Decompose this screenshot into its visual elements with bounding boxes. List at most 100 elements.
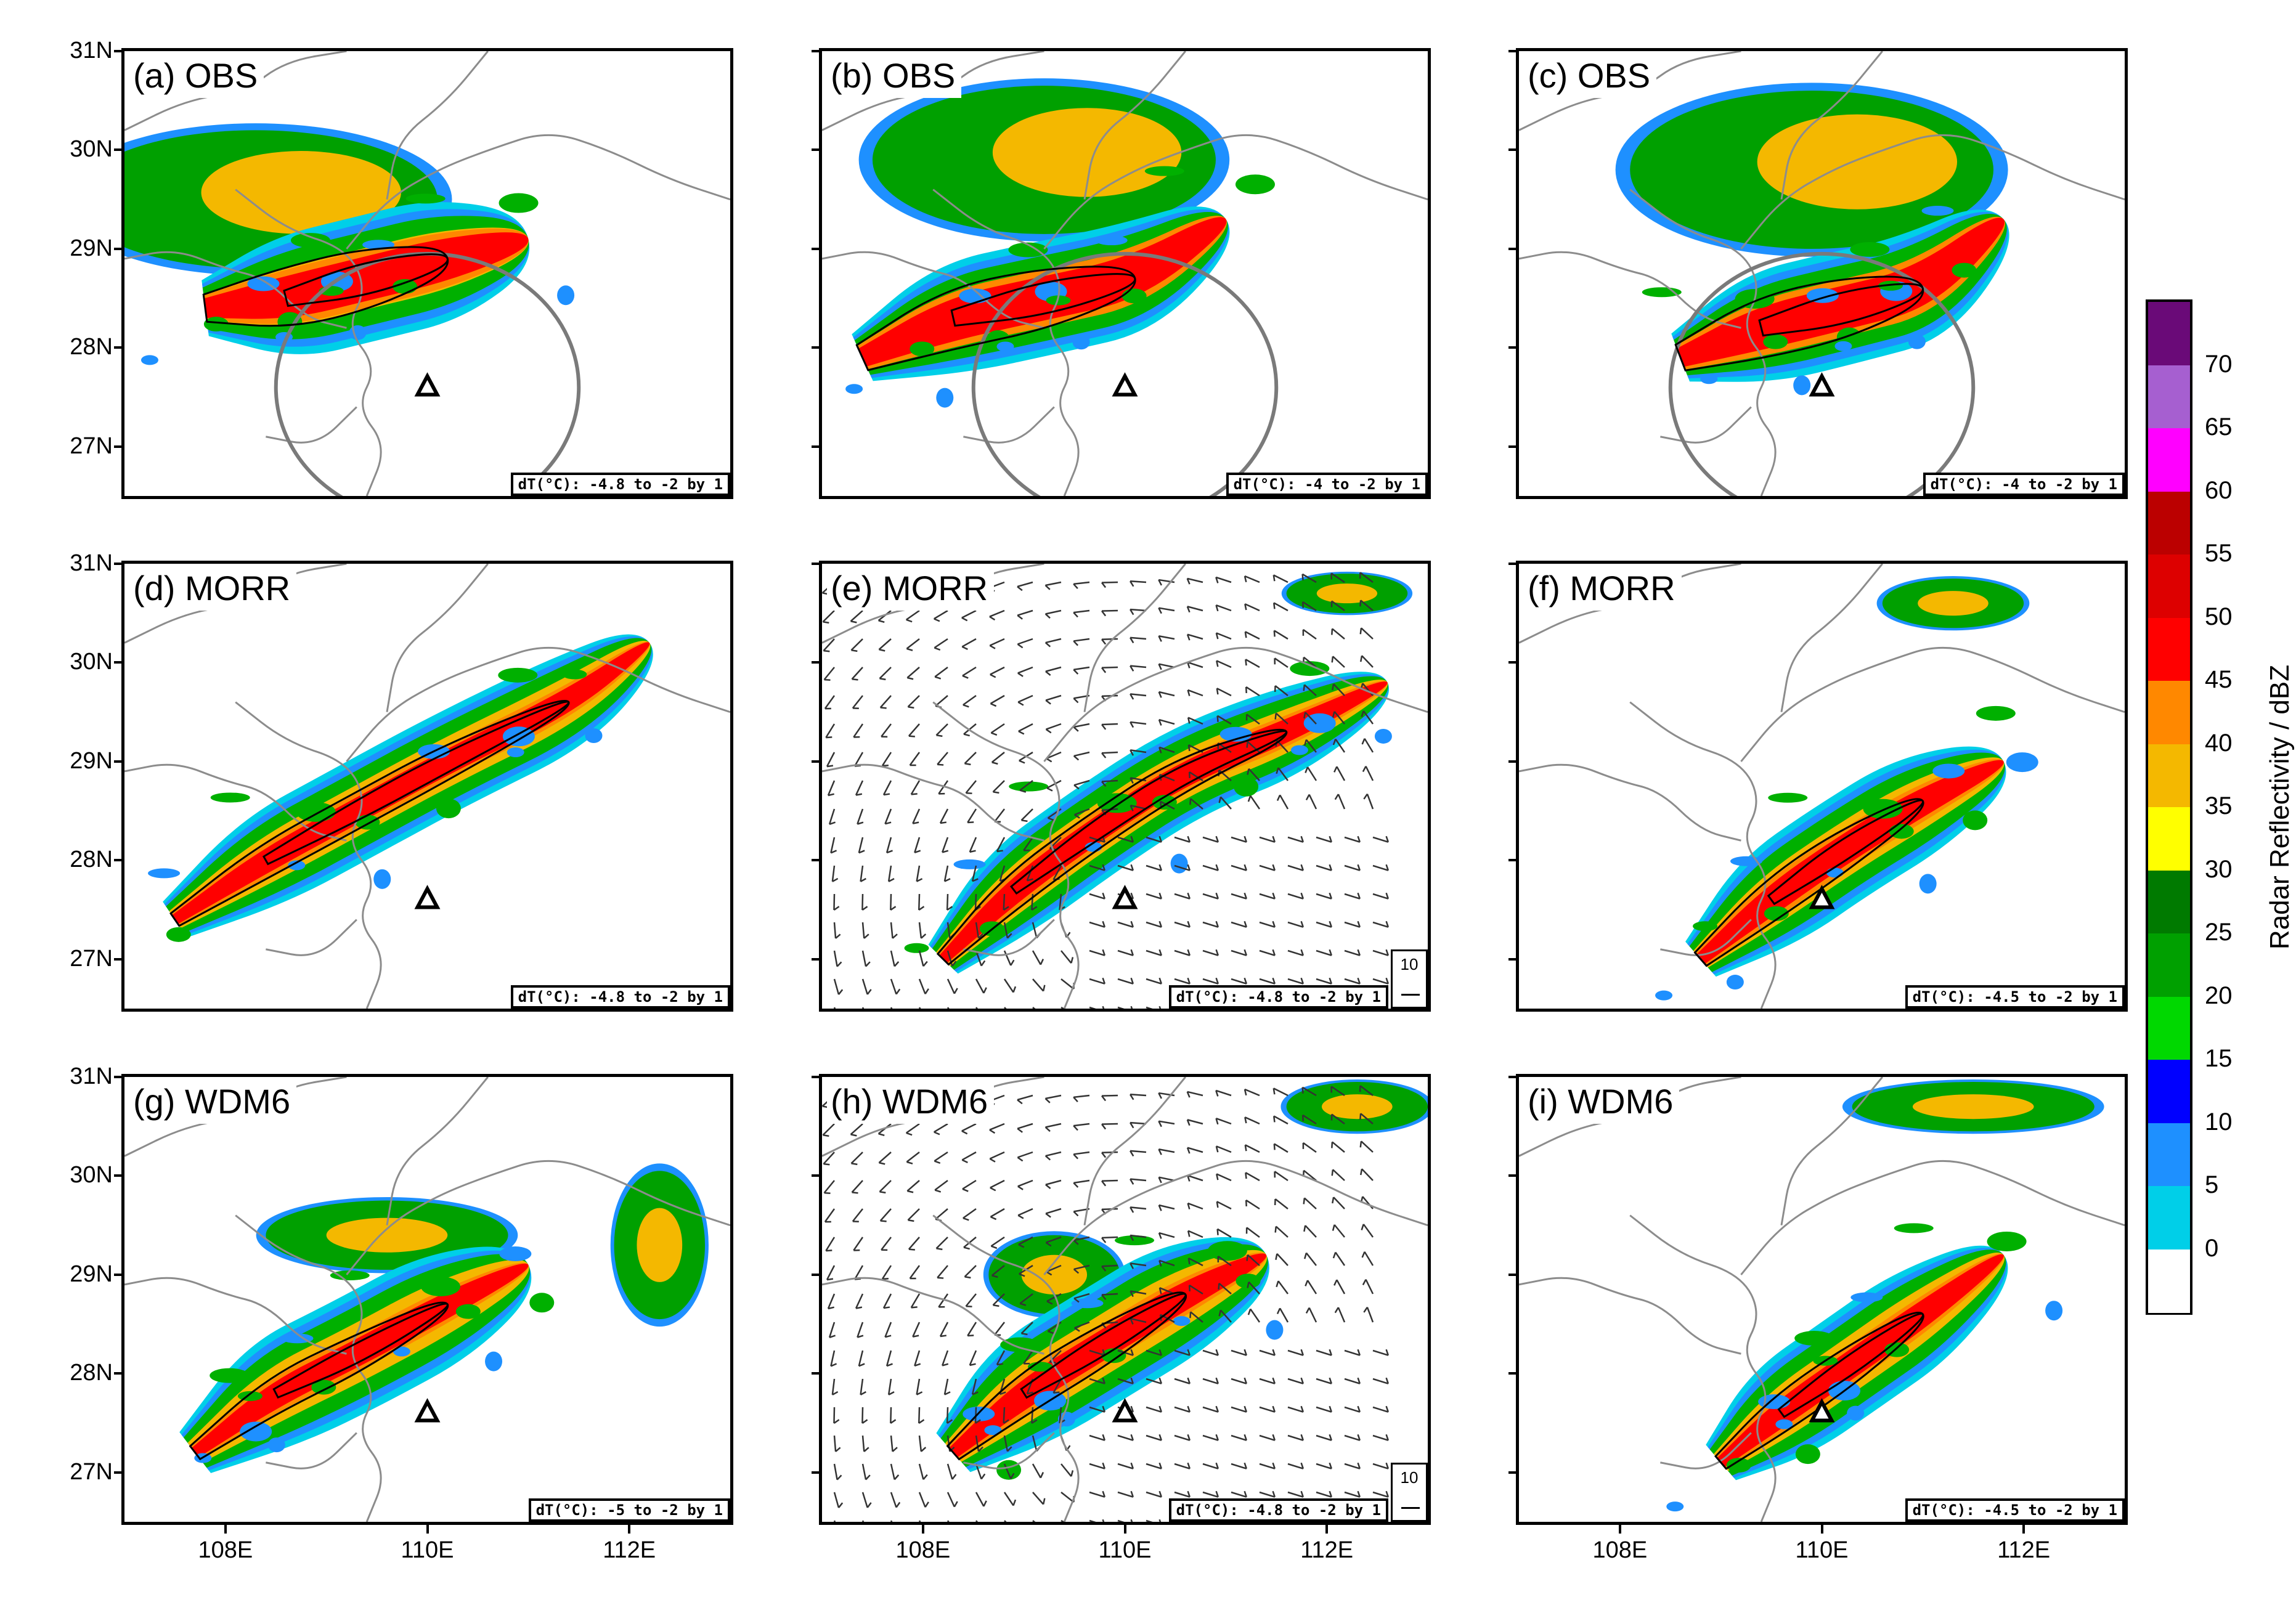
- wind-barb: [1287, 1349, 1305, 1356]
- echo-band: [1717, 1254, 2004, 1467]
- wind-barb: [1089, 1405, 1106, 1413]
- wind-barb: [909, 1265, 921, 1280]
- echo-cell: [2006, 752, 2038, 773]
- wind-barb: [1361, 1251, 1374, 1266]
- wind-barb: [1117, 1006, 1133, 1009]
- wind-barb: [890, 922, 898, 939]
- lat-tick: [812, 760, 819, 763]
- wind-barb: [1073, 638, 1090, 646]
- dt-contour: [1020, 1293, 1187, 1399]
- wind-barb: [1202, 1434, 1219, 1441]
- reflectivity-map: [1519, 51, 2125, 496]
- wind-barb: [1174, 864, 1191, 871]
- wind-barb: [1101, 723, 1118, 730]
- echo-cell: [1009, 781, 1049, 792]
- echo-cell: [1266, 1320, 1284, 1340]
- wind-barb: [975, 1435, 983, 1452]
- wind-barb: [1101, 1094, 1118, 1102]
- wind-barb: [1174, 1349, 1191, 1356]
- echo-cell: [1173, 1316, 1191, 1327]
- wind-barb: [861, 1435, 869, 1452]
- wind-barb: [885, 1350, 893, 1367]
- echo-cell: [1932, 763, 1965, 779]
- echo-cell: [281, 1333, 314, 1344]
- colorbar-segment: [2148, 365, 2190, 429]
- wind-barb: [1301, 573, 1317, 583]
- wind-barb: [1245, 1227, 1260, 1238]
- wind-barb: [1020, 1322, 1033, 1336]
- colorbar-segment: [2148, 1186, 2190, 1250]
- wind-barb: [861, 1407, 868, 1424]
- wind-barb: [1217, 1255, 1232, 1267]
- lat-tick: [114, 563, 121, 565]
- province-boundary: [822, 1277, 1044, 1355]
- wind-barb: [833, 1435, 841, 1452]
- wind-barb: [890, 978, 901, 995]
- wind-barb: [1231, 1405, 1248, 1413]
- lat-tick: [1508, 661, 1516, 664]
- echo-cell: [1726, 975, 1744, 990]
- wind-barb: [879, 1208, 892, 1222]
- echo-strong: [1021, 1254, 1088, 1294]
- echo-cell: [2045, 1301, 2063, 1321]
- wind-barb: [825, 1237, 836, 1252]
- wind-barb: [1073, 723, 1090, 732]
- wind-barb: [990, 723, 1005, 736]
- wind-barb: [1117, 1434, 1134, 1441]
- wind-barb: [1130, 804, 1147, 811]
- wind-barb: [942, 837, 949, 853]
- wind-barb: [1158, 1204, 1175, 1211]
- echo-band: [939, 681, 1388, 963]
- longitude-label: 108E: [1592, 1537, 1648, 1563]
- wind-barb: [1017, 1094, 1033, 1105]
- echo-cell: [1046, 295, 1071, 306]
- wind-barb: [1130, 1290, 1147, 1298]
- wind-barb: [855, 780, 864, 796]
- dt-contour-legend: dT(°C): -4.8 to -2 by 1: [510, 473, 730, 496]
- wind-barb: [1363, 793, 1374, 810]
- wind-barb: [890, 1492, 901, 1508]
- province-boundary: [1519, 251, 1741, 329]
- lat-tick: [812, 445, 819, 448]
- wind-barb: [1073, 609, 1090, 618]
- wind-barb: [851, 667, 863, 681]
- wind-barb: [1359, 572, 1374, 583]
- echo-cell: [498, 667, 538, 683]
- wind-barb: [861, 922, 869, 939]
- wind-barb: [1231, 977, 1248, 985]
- wind-barb: [1362, 1279, 1374, 1294]
- wind-barb: [1202, 949, 1219, 956]
- map-panel: (d) MORR dT(°C): -4.8 to -2 by 1: [121, 561, 733, 1012]
- wind-barb: [1344, 977, 1361, 985]
- wind-barb: [967, 1322, 977, 1337]
- colorbar-label: 10: [2205, 1108, 2233, 1136]
- wind-barb: [989, 638, 1005, 649]
- wind-barb: [1344, 1405, 1361, 1413]
- echo-cell: [910, 341, 935, 357]
- echo-cell: [1764, 906, 1789, 921]
- wind-barb: [964, 1265, 977, 1279]
- wind-barb: [852, 1208, 863, 1223]
- dt-contour: [1009, 730, 1288, 895]
- wind-barb: [916, 865, 923, 882]
- wind-barb: [1216, 688, 1232, 697]
- wind-barb: [1361, 710, 1374, 725]
- wind-barb: [1303, 1252, 1317, 1266]
- wind-barb: [1275, 1253, 1288, 1266]
- wind-barb: [890, 950, 900, 967]
- longitude-label: 108E: [895, 1537, 951, 1563]
- province-boundary: [386, 564, 489, 712]
- wind-barb: [1332, 683, 1345, 696]
- wind-barb: [1130, 1234, 1147, 1241]
- wind-barb: [1130, 665, 1147, 672]
- wind-barb: [914, 837, 921, 854]
- echo-cell: [1234, 776, 1259, 797]
- wind-barb: [1101, 1293, 1118, 1301]
- wind-barb: [1032, 978, 1046, 992]
- wind-barb: [890, 893, 897, 911]
- wind-barb: [850, 1152, 863, 1166]
- wind-barb: [1017, 666, 1033, 677]
- wind-barb: [943, 1378, 951, 1396]
- wind-barb: [1305, 1307, 1317, 1323]
- dt-contour: [1693, 798, 1924, 967]
